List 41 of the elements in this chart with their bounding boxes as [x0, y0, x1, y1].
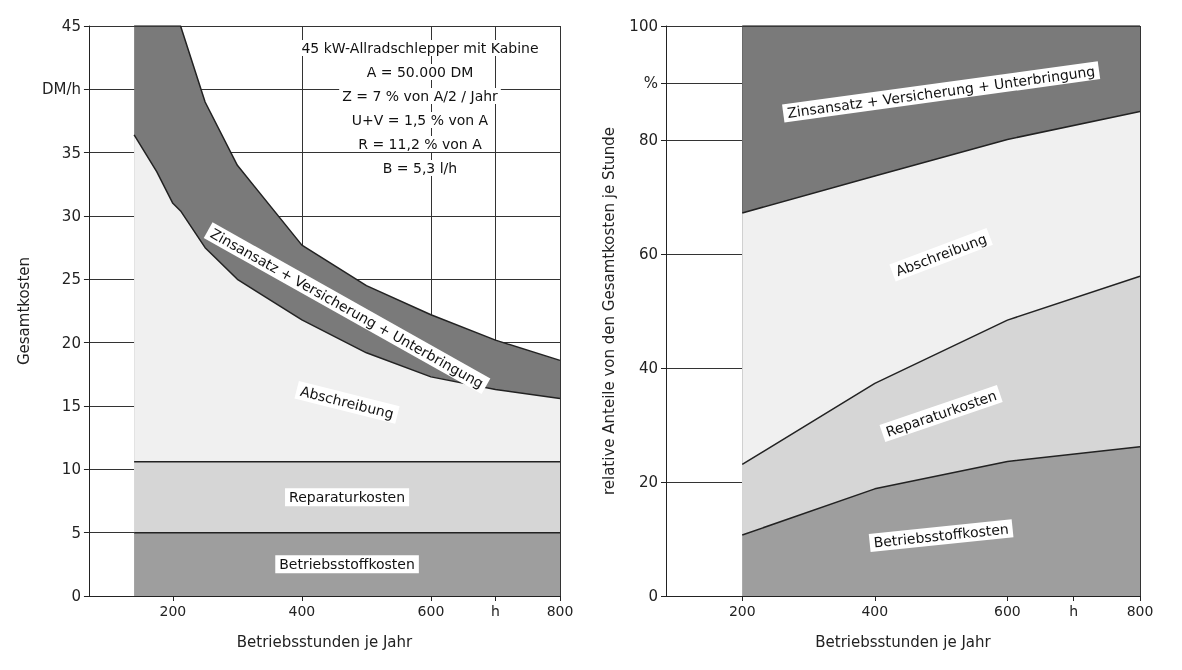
series-label: Betriebsstoffkosten — [872, 520, 1010, 551]
y-tick-label: 0 — [71, 587, 81, 605]
y-tick-label: 45 — [61, 17, 81, 35]
x-tick-label: 600 — [417, 603, 445, 619]
x-tick-label: 800 — [1126, 603, 1154, 619]
x-tick-label: h — [1069, 603, 1079, 619]
x-tick-label: h — [491, 603, 500, 619]
x-tick-label: 400 — [288, 603, 316, 619]
y-axis-title: relative Anteile von den Gesamtkosten je Stunde — [599, 126, 618, 496]
series-label: Betriebsstoffkosten — [279, 556, 415, 573]
annotation: U+V = 1,5 % von A — [351, 112, 489, 128]
y-tick-label: 20 — [638, 473, 658, 491]
x-axis-title: Betriebsstunden je Jahr — [815, 632, 992, 651]
x-tick-label: 400 — [861, 603, 889, 619]
y-tick-label: 10 — [61, 460, 81, 479]
annotation: B = 5,3 l/h — [382, 160, 458, 176]
series-label: Reparaturkosten — [289, 489, 406, 506]
y-tick-label: 0 — [648, 587, 658, 605]
y-axis-title: Gesamtkosten — [14, 256, 33, 366]
y-tick-label: 80 — [638, 131, 658, 149]
x-tick-label: 200 — [728, 603, 756, 619]
annotation: Z = 7 % von A/2 / Jahr — [342, 88, 499, 104]
series-label: Zinsansatz + Versicherung + Unterbringung — [786, 62, 1097, 121]
y-tick-label: 5 — [71, 523, 81, 542]
y-tick-label: 40 — [638, 359, 658, 377]
y-tick-label: 100 — [629, 17, 658, 35]
annotation: R = 11,2 % von A — [358, 136, 483, 152]
y-tick-label: 60 — [638, 245, 658, 263]
x-tick-label: 200 — [159, 603, 187, 619]
y-tick-label: % — [643, 74, 658, 92]
y-tick-label: 15 — [61, 397, 81, 415]
annotation: 45 kW-Allradschlepper mit Kabine — [301, 40, 539, 56]
x-tick-label: 800 — [546, 603, 574, 619]
annotation: A = 50.000 DM — [366, 64, 474, 80]
y-tick-label: 35 — [61, 143, 81, 162]
y-tick-label: 30 — [61, 207, 81, 225]
y-tick-label: 20 — [61, 333, 81, 352]
y-tick-label: 25 — [61, 270, 81, 289]
y-tick-label: DM/h — [41, 80, 81, 99]
x-tick-label: 600 — [994, 603, 1021, 619]
x-axis-title: Betriebsstunden je Jahr — [236, 632, 414, 651]
